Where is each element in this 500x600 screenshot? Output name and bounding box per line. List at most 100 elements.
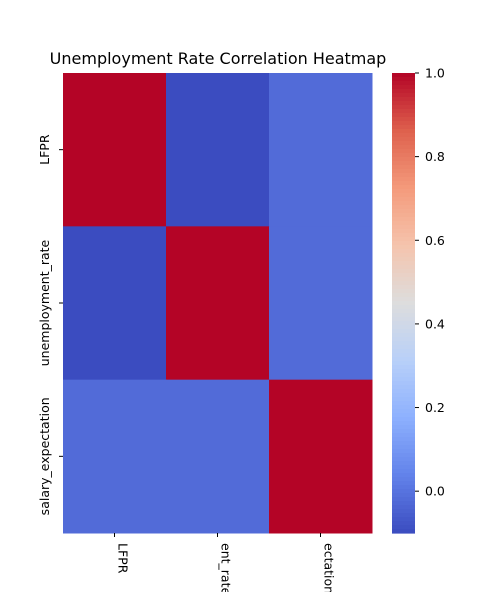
colorbar-band bbox=[392, 489, 415, 494]
colorbar-band bbox=[392, 161, 415, 166]
colorbar-band bbox=[392, 129, 415, 134]
colorbar-band bbox=[392, 417, 415, 422]
colorbar-band bbox=[392, 153, 415, 158]
colorbar-band bbox=[392, 409, 415, 414]
colorbar-band bbox=[392, 285, 415, 290]
colorbar-band bbox=[392, 221, 415, 226]
colorbar-band bbox=[392, 401, 415, 406]
colorbar-tick-label: 1.0 bbox=[425, 66, 445, 81]
colorbar-band bbox=[392, 337, 415, 342]
colorbar-band bbox=[392, 301, 415, 306]
colorbar-band bbox=[392, 521, 415, 526]
colorbar-band bbox=[392, 309, 415, 314]
colorbar-band bbox=[392, 373, 415, 378]
colorbar-band bbox=[392, 245, 415, 250]
colorbar-band bbox=[392, 157, 415, 162]
colorbar-band bbox=[392, 509, 415, 514]
colorbar-band bbox=[392, 197, 415, 202]
colorbar-band bbox=[392, 493, 415, 498]
colorbar-band bbox=[392, 89, 415, 94]
colorbar-band bbox=[392, 269, 415, 274]
colorbar-band bbox=[392, 481, 415, 486]
chart-title: Unemployment Rate Correlation Heatmap bbox=[50, 49, 387, 68]
colorbar-band bbox=[392, 389, 415, 394]
colorbar-band bbox=[392, 421, 415, 426]
colorbar-band bbox=[392, 169, 415, 174]
colorbar-band bbox=[392, 173, 415, 178]
colorbar-band bbox=[392, 125, 415, 130]
colorbar-band bbox=[392, 141, 415, 146]
colorbar-band bbox=[392, 77, 415, 82]
colorbar-band bbox=[392, 277, 415, 282]
heatmap-cell bbox=[269, 73, 373, 227]
colorbar-band bbox=[392, 457, 415, 462]
heatmap-cell bbox=[166, 73, 270, 227]
y-tick-label: unemployment_rate bbox=[37, 239, 52, 366]
colorbar-band bbox=[392, 97, 415, 102]
colorbar-band bbox=[392, 353, 415, 358]
colorbar-band bbox=[392, 165, 415, 170]
colorbar: 1.0 0.8 0.6 0.4 0.2 0.0 bbox=[392, 66, 445, 534]
y-tick-labels: LFPR unemployment_rate salary_expectation bbox=[37, 134, 52, 515]
colorbar-band bbox=[392, 257, 415, 262]
colorbar-band bbox=[392, 505, 415, 510]
colorbar-band bbox=[392, 225, 415, 230]
colorbar-band bbox=[392, 501, 415, 506]
colorbar-band bbox=[392, 85, 415, 90]
colorbar-band bbox=[392, 413, 415, 418]
heatmap-cell bbox=[269, 226, 373, 381]
colorbar-band bbox=[392, 341, 415, 346]
colorbar-tick-label: 0.4 bbox=[425, 316, 445, 331]
colorbar-band bbox=[392, 461, 415, 466]
colorbar-band bbox=[392, 513, 415, 518]
colorbar-band bbox=[392, 449, 415, 454]
colorbar-band bbox=[392, 365, 415, 370]
colorbar-band bbox=[392, 517, 415, 522]
colorbar-band bbox=[392, 145, 415, 150]
x-tick-label: LFPR bbox=[116, 543, 131, 574]
colorbar-band bbox=[392, 321, 415, 326]
colorbar-band bbox=[392, 477, 415, 482]
colorbar-band bbox=[392, 117, 415, 122]
colorbar-band bbox=[392, 405, 415, 410]
colorbar-band bbox=[392, 329, 415, 334]
colorbar-band bbox=[392, 205, 415, 210]
colorbar-band bbox=[392, 293, 415, 298]
colorbar-band bbox=[392, 529, 415, 534]
colorbar-band bbox=[392, 429, 415, 434]
colorbar-band bbox=[392, 273, 415, 278]
colorbar-band bbox=[392, 377, 415, 382]
colorbar-band bbox=[392, 313, 415, 318]
colorbar-band bbox=[392, 201, 415, 206]
colorbar-band bbox=[392, 485, 415, 490]
colorbar-band bbox=[392, 137, 415, 142]
colorbar-band bbox=[392, 209, 415, 214]
colorbar-band bbox=[392, 325, 415, 330]
colorbar-band bbox=[392, 101, 415, 106]
heatmap-cell bbox=[63, 73, 167, 227]
colorbar-band bbox=[392, 185, 415, 190]
heatmap-cell bbox=[63, 226, 167, 381]
colorbar-band bbox=[392, 217, 415, 222]
heatmap-cell bbox=[63, 379, 167, 534]
heatmap-cell bbox=[166, 379, 270, 534]
colorbar-band bbox=[392, 149, 415, 154]
colorbar-band bbox=[392, 237, 415, 242]
colorbar-band bbox=[392, 249, 415, 254]
colorbar-band bbox=[392, 385, 415, 390]
colorbar-band bbox=[392, 121, 415, 126]
colorbar-tick-label: 0.6 bbox=[425, 233, 445, 248]
colorbar-band bbox=[392, 233, 415, 238]
heatmap-cell bbox=[269, 379, 373, 534]
colorbar-band bbox=[392, 441, 415, 446]
colorbar-band bbox=[392, 189, 415, 194]
colorbar-band bbox=[392, 381, 415, 386]
colorbar-band bbox=[392, 333, 415, 338]
colorbar-band bbox=[392, 361, 415, 366]
colorbar-band bbox=[392, 73, 415, 78]
colorbar-band bbox=[392, 469, 415, 474]
colorbar-band bbox=[392, 133, 415, 138]
colorbar-band bbox=[392, 261, 415, 266]
colorbar-band bbox=[392, 525, 415, 530]
colorbar-band bbox=[392, 241, 415, 246]
